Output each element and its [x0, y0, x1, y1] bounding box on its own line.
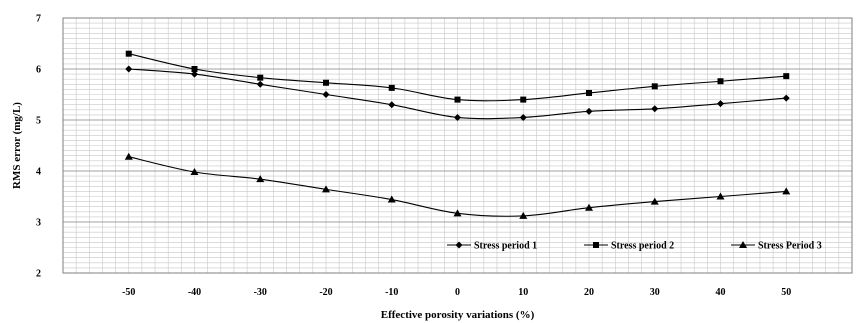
legend-label: Stress period 2 [611, 241, 674, 252]
data-point [585, 203, 593, 211]
legend-item-2: Stress period 2 [584, 241, 674, 252]
data-point [519, 113, 527, 121]
x-tick-label: 20 [584, 287, 594, 298]
data-point [256, 175, 265, 183]
series-1 [125, 65, 790, 121]
data-point [454, 96, 461, 103]
y-tick-label: 7 [36, 14, 41, 25]
x-tick-label: 40 [716, 287, 726, 298]
data-point [454, 113, 461, 121]
x-axis: -50 -40 -30 -20 -10 0 10 20 30 40 50 [122, 287, 791, 298]
legend-marker [739, 241, 747, 248]
y-axis-title: RMS error (mg/L) [11, 102, 23, 189]
data-point [323, 79, 329, 86]
x-tick-label: 50 [781, 287, 791, 298]
data-point [125, 50, 132, 57]
y-tick-label: 6 [36, 65, 41, 76]
plot-area [62, 17, 853, 274]
legend: Stress period 1 Stress period 2 Stress Per… [447, 241, 822, 252]
data-point [387, 195, 396, 203]
data-point [782, 187, 791, 195]
x-tick-label: -30 [254, 287, 267, 298]
x-axis-title: Effective porosity variations (%) [381, 309, 535, 321]
data-point [717, 78, 724, 85]
legend-label: Stress period 1 [474, 241, 537, 252]
data-point [586, 89, 592, 96]
y-tick-label: 2 [36, 269, 41, 280]
legend-item-1: Stress period 1 [447, 241, 537, 252]
legend-label: Stress Period 3 [758, 241, 822, 252]
x-tick-label: -50 [122, 287, 135, 298]
legend-marker [455, 241, 463, 249]
data-point [322, 185, 330, 193]
legend-item-3: Stress Period 3 [731, 241, 822, 252]
y-tick-label: 3 [36, 218, 41, 229]
y-tick-label: 5 [36, 116, 41, 127]
x-tick-label: -10 [385, 287, 398, 298]
data-point [190, 168, 199, 176]
y-axis: 2 3 4 5 6 7 [36, 14, 41, 280]
series-3 [124, 152, 791, 219]
data-point [322, 91, 330, 98]
x-tick-label: -40 [188, 287, 201, 298]
data-point [651, 105, 659, 113]
data-point [716, 192, 725, 200]
data-point [388, 101, 396, 109]
data-point [191, 66, 198, 72]
series-2 [125, 50, 790, 103]
x-tick-label: 10 [518, 287, 528, 298]
data-point [651, 83, 658, 90]
data-point [650, 197, 659, 205]
data-point [783, 73, 790, 80]
x-tick-label: 0 [455, 287, 460, 298]
data-point [191, 70, 198, 78]
data-point [585, 107, 593, 115]
data-series [124, 50, 791, 219]
data-point [717, 100, 724, 108]
x-tick-label: 30 [650, 287, 660, 298]
grid-lines [62, 17, 853, 274]
data-point [782, 94, 790, 102]
data-point [520, 96, 527, 103]
data-point [388, 84, 395, 91]
data-point [124, 152, 133, 160]
y-tick-label: 4 [36, 167, 41, 178]
legend-marker [593, 242, 599, 248]
data-point [453, 209, 462, 217]
data-point [257, 74, 264, 81]
data-point [519, 211, 528, 219]
x-tick-label: -20 [319, 287, 332, 298]
data-point [256, 80, 264, 88]
data-point [125, 65, 133, 73]
